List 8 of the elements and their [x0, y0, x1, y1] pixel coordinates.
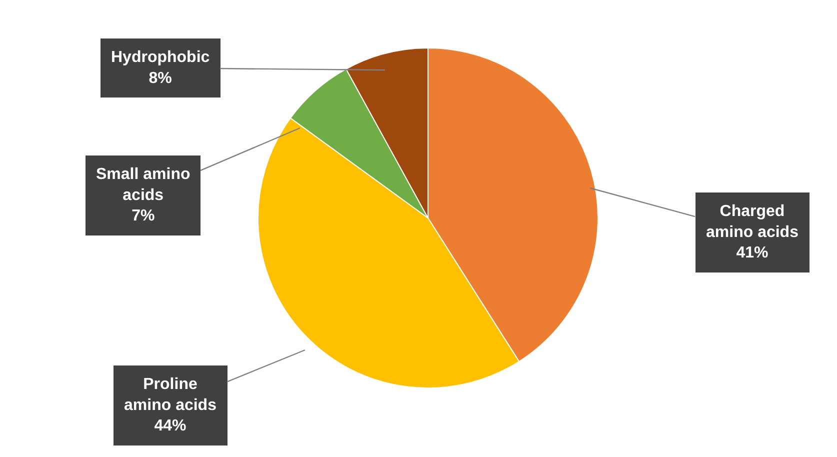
slice-label: Hydrophobic — [111, 49, 210, 66]
data-label: 7% — [132, 208, 155, 225]
data-label: 44% — [154, 418, 186, 435]
slice-label: Small amino acids — [96, 166, 190, 204]
data-label: 41% — [736, 244, 768, 262]
data-label: 8% — [148, 70, 172, 87]
slice-label: Proline amino acids — [124, 376, 217, 414]
slice-label: Charged amino acids — [706, 203, 799, 241]
